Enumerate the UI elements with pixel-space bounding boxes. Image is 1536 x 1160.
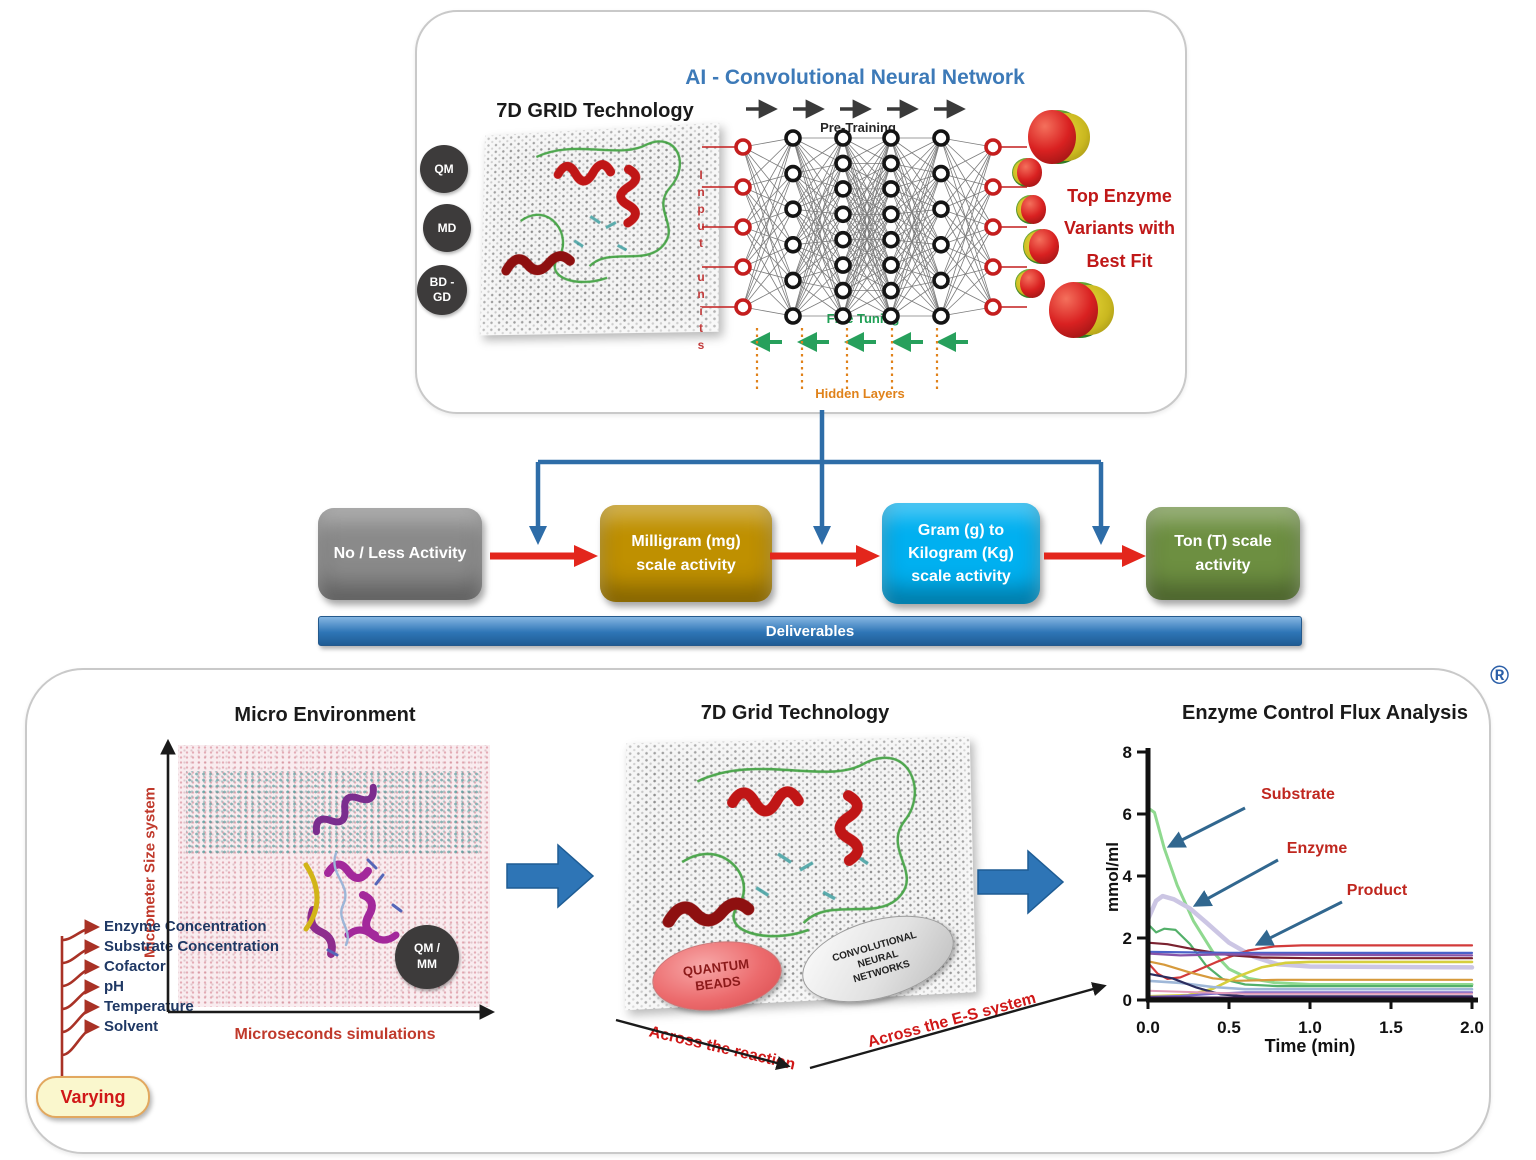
svg-text:6: 6 <box>1123 805 1132 824</box>
md-simulation-image <box>178 745 490 1007</box>
svg-text:0.0: 0.0 <box>1136 1018 1160 1037</box>
svg-text:1.5: 1.5 <box>1379 1018 1403 1037</box>
flow-box-gram-kilogram: Gram (g) to Kilogram (Kg) scale activity <box>882 503 1040 604</box>
x-axis-ticks: 0.0 0.5 1.0 1.5 2.0 <box>1136 1000 1484 1037</box>
hidden-layers-label: Hidden Layers <box>815 386 905 401</box>
x-axis-label: Time (min) <box>1264 1036 1356 1056</box>
bd-gd-label: BD - GD <box>430 275 455 305</box>
quantum-beads-label: QUANTUM BEADS <box>682 956 752 996</box>
flow-box-milligram: Milligram (mg) scale activity <box>600 505 772 602</box>
7d-grid-technology-title: 7D GRID Technology <box>496 100 694 122</box>
md-module-badge: MD <box>423 204 471 252</box>
qm-mm-label: QM / MM <box>414 941 440 972</box>
varying-parameters-list: Enzyme Concentration Substrate Concentra… <box>104 917 334 1037</box>
svg-text:1.0: 1.0 <box>1298 1018 1322 1037</box>
micro-environment-title: Micro Environment <box>234 704 416 726</box>
list-item: Enzyme Concentration <box>104 918 267 935</box>
enzyme-annotation: Enzyme <box>1286 840 1348 857</box>
7d-grid-cube-image <box>479 122 720 336</box>
flow-box-ton: Ton (T) scale activity <box>1146 507 1300 600</box>
cnn-label: CONVOLUTIONAL NEURAL NETWORKS <box>831 928 926 990</box>
registered-trademark-icon: ® <box>1490 660 1510 690</box>
flow-arrows <box>490 545 1146 567</box>
svg-text:2.0: 2.0 <box>1460 1018 1484 1037</box>
bd-line2: GD <box>432 290 451 304</box>
bd-gd-module-badge: BD - GD <box>417 265 467 315</box>
varying-label: Varying <box>60 1086 126 1107</box>
svg-text:8: 8 <box>1123 743 1132 762</box>
microseconds-axis-label: Microseconds simulations <box>234 1026 436 1043</box>
md-label: MD <box>437 220 457 235</box>
y-axis-ticks: 0 2 4 6 8 <box>1123 743 1148 1010</box>
list-item: Substrate Concentration <box>104 938 280 955</box>
input-units-vertical-label: Input units <box>694 168 708 355</box>
chart-axes <box>1145 748 1478 1003</box>
finetuning-label: Fine Tuning <box>826 311 900 326</box>
flow-box-label: Gram (g) to Kilogram (Kg) scale activity <box>908 521 1014 586</box>
deliverables-label: Deliverables <box>765 622 855 640</box>
top-enzyme-variants-caption: Top Enzyme Variants with Best Fit <box>1063 186 1176 271</box>
list-item: Cofactor <box>104 958 166 975</box>
qm-module-badge: QM <box>420 145 468 193</box>
protein-in-grid-art <box>480 123 720 336</box>
qm-mm-line1: QM / <box>414 941 440 956</box>
enzyme-variant-sphere-large <box>1028 110 1091 164</box>
list-item: pH <box>104 978 124 995</box>
svg-text:4: 4 <box>1123 867 1133 886</box>
qm-label: QM <box>434 161 454 176</box>
svg-text:0.5: 0.5 <box>1217 1018 1241 1037</box>
flow-box-label: No / Less Activity <box>333 545 467 563</box>
list-item: Temperature <box>104 998 194 1015</box>
enzyme-variant-sphere <box>1016 195 1047 224</box>
membrane-band-art <box>186 771 482 855</box>
enzyme-variant-sphere <box>1023 229 1060 264</box>
svg-text:2: 2 <box>1123 929 1132 948</box>
flow-box-no-less-activity: No / Less Activity <box>318 508 482 600</box>
flow-box-label: Milligram (mg) scale activity <box>631 533 741 574</box>
enzyme-variant-sphere-large <box>1049 282 1114 338</box>
y-axis-label: mmol/ml <box>1103 842 1122 912</box>
flow-box-label: Ton (T) scale activity <box>1174 533 1272 574</box>
qm-mm-line2: MM <box>417 957 437 971</box>
product-annotation: Product <box>1346 882 1408 899</box>
svg-text:0: 0 <box>1123 991 1132 1010</box>
varying-badge: Varying <box>36 1076 150 1118</box>
ai-cnn-title: AI - Convolutional Neural Network <box>685 66 1025 89</box>
enzyme-variant-sphere <box>1015 269 1046 298</box>
pretraining-label: Pre-Training <box>820 120 896 135</box>
substrate-annotation: Substrate <box>1261 786 1335 803</box>
flux-analysis-title: Enzyme Control Flux Analysis <box>1182 702 1468 724</box>
qm-mm-badge: QM / MM <box>395 925 459 989</box>
flux-chart: 0.0 0.5 1.0 1.5 2.0 0 2 4 6 8 <box>1123 743 1484 1037</box>
flux-chart-series <box>1145 806 1475 1000</box>
deliverables-bar: Deliverables <box>318 616 1302 646</box>
protein-ribbon-art <box>303 783 403 958</box>
7d-grid-title: 7D Grid Technology <box>700 702 890 724</box>
bd-line1: BD - <box>429 275 455 289</box>
list-item: Solvent <box>104 1018 159 1035</box>
enzyme-variant-sphere <box>1012 158 1043 187</box>
